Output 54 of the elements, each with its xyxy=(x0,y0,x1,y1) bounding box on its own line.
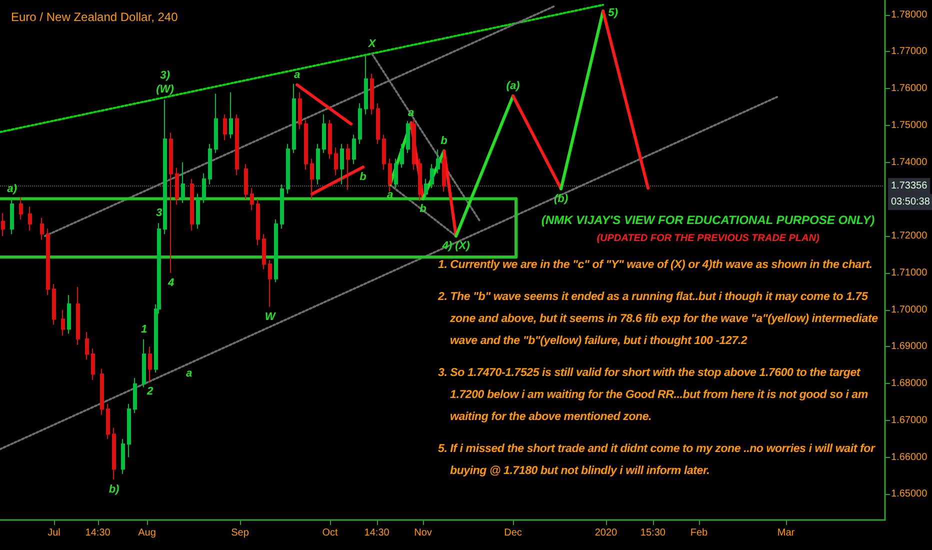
annotation: a xyxy=(186,368,192,380)
annotation: 4) (X) xyxy=(441,240,470,252)
annotation: (UPDATED FOR THE PREVIOUS TRADE PLAN) xyxy=(596,233,820,244)
annotation: 5) xyxy=(608,7,618,20)
x-tick-label: Oct xyxy=(322,528,338,538)
y-tick-label: 1.70000 xyxy=(891,304,928,316)
x-tick-label: Sep xyxy=(231,528,250,538)
y-tick-label: 1.77000 xyxy=(891,46,928,58)
y-tick-label: 1.76000 xyxy=(891,83,928,94)
annotation: 2. The "b" wave seems it ended as a running flat..but i though it may come to 1.75 zone and above, but it seems in 78.6 fib exp for the wave "a"(yellow) intermediate wave and the "b"(yellow) failure, but i thought 100 -127.2 xyxy=(438,290,878,349)
x-tick-label: 2020 xyxy=(594,528,618,538)
x-tick-label: Nov xyxy=(414,528,432,538)
annotation: 3) xyxy=(160,70,170,82)
annotation: (b) xyxy=(554,192,568,205)
y-tick-label: 1.75000 xyxy=(891,120,928,131)
annotation: (a) xyxy=(506,80,520,92)
annotation: 1. Currently we are in the "c" of "Y" wave of (X) or 4)th wave as shown in the chart. xyxy=(438,258,874,273)
text: Euro / New Zealand Dollar, 240 xyxy=(11,10,178,24)
annotation: 3. So 1.7470-1.7525 is still valid for short with the stop above 1.7600 to the target 1.7200 below i am waiting for the Good RR...but from here it is not good so i am waiting for the above mentioned zone. xyxy=(438,366,869,425)
ref-line-label: 1.73356 xyxy=(891,180,928,192)
x-tick-label: Feb xyxy=(690,528,708,538)
x-tick-label: 15:30 xyxy=(640,528,666,538)
y-tick-label: 1.67000 xyxy=(891,414,928,426)
annotation: a xyxy=(408,106,414,119)
text: (NMK VIJAY'S VIEW FOR EDUCATIONAL PURPOSE ONLY) xyxy=(540,213,876,227)
annotation: b) xyxy=(108,483,120,496)
annotation: X xyxy=(367,38,376,50)
y-tick-label: 1.71000 xyxy=(891,267,928,278)
y-tick-label: 1.69000 xyxy=(891,341,928,352)
text: 03:50:38 xyxy=(891,196,930,208)
annotation: b xyxy=(440,134,448,147)
annotation: b xyxy=(420,202,427,215)
y-tick-label: 1.72000 xyxy=(891,230,928,242)
y-tick-label: 1.65000 xyxy=(891,488,928,500)
annotation: W xyxy=(264,310,277,323)
y-tick-label: 1.74000 xyxy=(891,156,928,168)
x-tick-label: Jul xyxy=(48,528,60,538)
annotation: b xyxy=(360,171,367,184)
annotation: 4 xyxy=(166,276,174,289)
annotation: 5. If i missed the short trade and it didnt come to my zone ..no worries i will wait for buying @ 1.7180 but not blindly i will inform later. xyxy=(438,442,876,479)
annotation: (W) xyxy=(156,84,174,96)
x-tick-label: Mar xyxy=(777,528,796,538)
x-tick-label: Aug xyxy=(138,528,156,538)
annotation: a) xyxy=(7,183,18,196)
annotation: 2 xyxy=(146,386,154,398)
y-tick-label: 1.68000 xyxy=(891,378,928,390)
x-tick-label: Dec xyxy=(504,528,522,538)
x-tick-label: 14:30 xyxy=(364,528,390,538)
y-tick-label: 1.66000 xyxy=(891,452,928,463)
annotation: 3 xyxy=(156,207,162,220)
y-tick-label: 1.78000 xyxy=(891,9,928,20)
annotation: 1 xyxy=(140,323,148,336)
x-tick-label: 14:30 xyxy=(85,528,111,538)
annotation: a xyxy=(294,68,300,81)
